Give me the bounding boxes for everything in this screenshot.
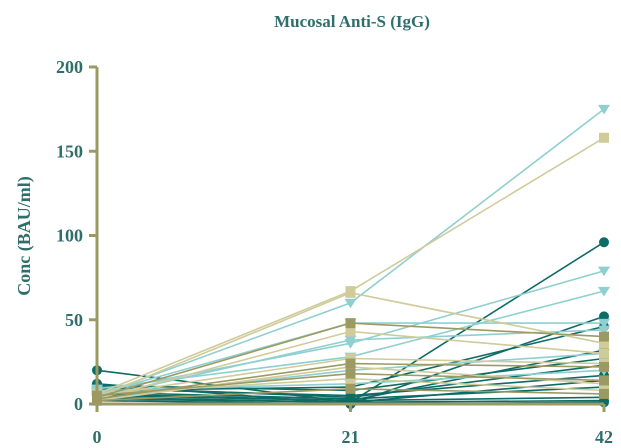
data-point <box>345 368 356 379</box>
axis-layer: 0 50 100 150 200 0 21 42 <box>56 57 613 447</box>
data-point <box>599 331 609 342</box>
data-point <box>598 318 610 329</box>
data-point <box>599 348 609 359</box>
data-point <box>599 132 609 143</box>
data-point <box>344 335 357 346</box>
data-point <box>599 388 609 399</box>
y-tick-label: 50 <box>65 310 83 330</box>
data-point <box>345 383 356 394</box>
y-tick-label: 0 <box>74 394 83 414</box>
x-tick-label: 42 <box>595 427 613 447</box>
chart-title: Mucosal Anti-S (IgG) <box>274 12 430 31</box>
data-point <box>598 266 610 277</box>
data-point <box>345 287 356 298</box>
x-tick-label: 0 <box>93 427 102 447</box>
y-tick-label: 100 <box>56 226 83 246</box>
data-point <box>599 338 609 349</box>
y-tick-label: 200 <box>56 57 83 77</box>
data-point <box>345 326 356 337</box>
data-point <box>599 375 609 386</box>
data-point <box>599 361 609 372</box>
data-point <box>344 298 357 309</box>
data-point <box>345 358 356 369</box>
series-layer <box>91 104 610 409</box>
data-point <box>598 325 610 336</box>
data-point <box>345 373 356 384</box>
y-tick-label: 150 <box>56 141 83 161</box>
data-point <box>345 353 356 364</box>
y-axis-label: Conc (BAU/ml) <box>14 176 35 296</box>
data-point <box>598 104 610 115</box>
data-point <box>599 311 609 322</box>
x-tick-label: 21 <box>342 427 360 447</box>
data-point <box>598 286 610 297</box>
data-point <box>345 318 356 329</box>
data-point <box>599 237 609 248</box>
